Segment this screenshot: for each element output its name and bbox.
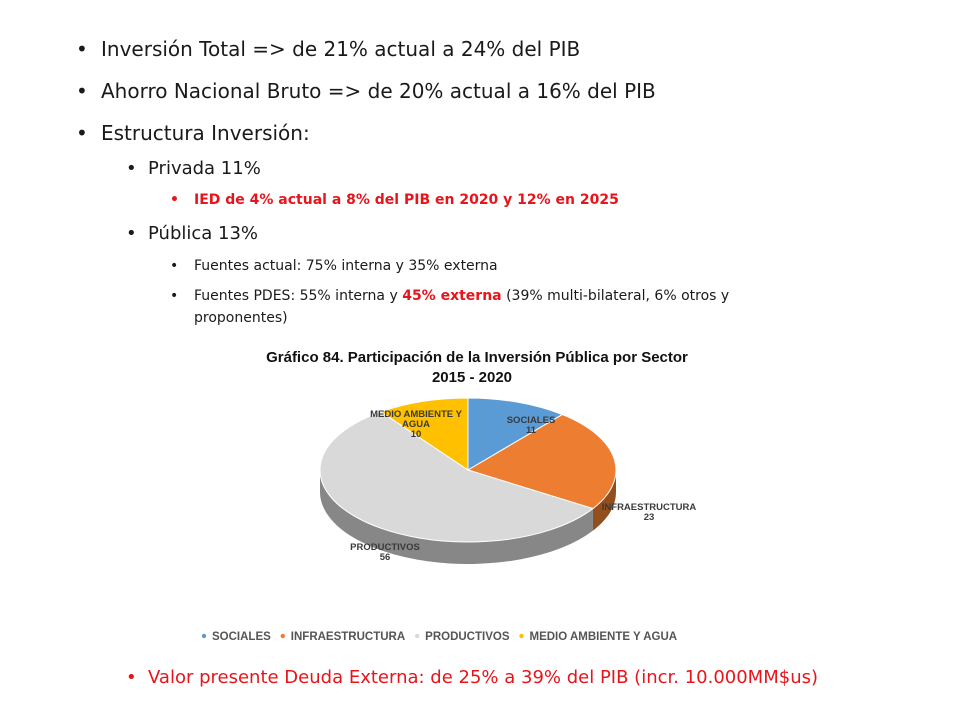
pie-side-productivos [320,470,593,564]
pie-top [319,397,617,543]
bullet-dot-icon: • [170,288,179,304]
legend-swatch-productivos [414,633,420,639]
data-label-name: SOCIALES [507,415,556,426]
bullet-text: Valor presente Deuda Externa: de 25% a 3… [148,667,818,688]
legend-swatch-infraestructura [280,633,285,639]
pie-slice-infraestructura [466,413,617,510]
data-label-name: MEDIO AMBIENTE Y [370,409,463,420]
data-label-name: INFRAESTRUCTURA [602,502,697,513]
legend-swatch-sociales [201,633,207,639]
legend-label-productivos: PRODUCTIVOS [425,631,510,643]
bullet-text: IED de 4% actual a 8% del PIB en 2020 y … [194,192,619,208]
pie-slice-productivos [319,411,595,543]
data-label-name: PRODUCTIVOS [350,542,420,553]
bullet-text: Ahorro Nacional Bruto => de 20% actual a… [101,79,656,103]
bullet-dot-icon: • [126,158,137,179]
bullet-text: Privada 11% [148,158,261,179]
chart-subtitle: 2015 - 2020 [432,369,512,386]
data-label-value: 23 [644,512,655,523]
data-label-name: AGUA [402,419,430,430]
legend-label-sociales: SOCIALES [212,631,271,643]
chart-legend: SOCIALES INFRAESTRUCTURA PRODUCTIVOS MEDIO … [201,631,678,643]
pie-chart: Gráfico 84. Participación de la Inversió… [201,349,696,643]
legend-swatch-medio-ambiente-y-agua [519,633,524,639]
bullet-dot-icon: • [126,667,137,688]
data-label-value: 56 [380,552,391,563]
chart-title: Gráfico 84. Participación de la Inversió… [266,349,688,366]
legend-label-medio-ambiente-y-agua: MEDIO AMBIENTE Y AGUA [530,631,678,643]
bullet-text: Fuentes actual: 75% interna y 35% extern… [194,258,498,274]
pie-slice-medio-ambiente-y-agua [379,397,469,471]
legend-label-infraestructura: INFRAESTRUCTURA [291,631,405,643]
bullet-dot-icon: • [170,192,179,208]
bullet-text: Inversión Total => de 21% actual a 24% d… [101,37,581,61]
fuentes-pdes-highlight: 45% externa [402,288,502,304]
fuentes-pdes-text-a: Fuentes PDES: 55% interna y [194,288,403,304]
pie-slice-sociales [467,397,564,471]
bullet-text: Fuentes PDES: 55% interna y 45% externa … [194,288,729,304]
bullet-dot-icon: • [170,258,179,274]
bullet-dot-icon: • [76,37,88,61]
bullet-dot-icon: • [76,79,88,103]
bullet-fuentes-pdes-cont: proponentes) [194,310,288,326]
bullet-dot-icon: • [126,223,137,244]
data-label-value: 11 [526,425,537,436]
fuentes-pdes-text-b: (39% multi-bilateral, 6% otros y [501,288,730,304]
data-label-value: 10 [411,429,422,440]
bullet-text: Estructura Inversión: [101,121,310,145]
pie-side-infraestructura [592,470,616,531]
pie-side [320,470,616,564]
bullet-dot-icon: • [76,121,88,145]
bullet-text: Pública 13% [148,223,259,244]
